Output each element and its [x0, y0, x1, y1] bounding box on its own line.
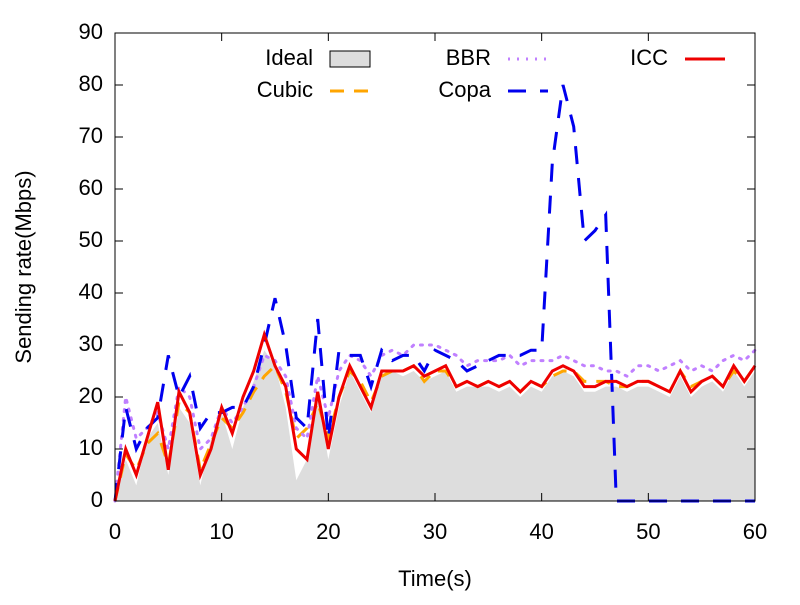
x-tick-label: 40: [529, 519, 553, 544]
y-tick-label: 70: [79, 123, 103, 148]
y-tick-label: 40: [79, 279, 103, 304]
x-tick-label: 30: [423, 519, 447, 544]
legend-label: Cubic: [257, 77, 313, 102]
y-axis-label: Sending rate(Mbps): [11, 170, 36, 363]
legend-swatch: [329, 50, 371, 68]
legend-label: Copa: [438, 77, 491, 102]
y-tick-label: 0: [91, 487, 103, 512]
legend-label: ICC: [630, 45, 668, 70]
x-axis-label: Time(s): [398, 566, 472, 591]
y-tick-label: 30: [79, 331, 103, 356]
y-tick-label: 90: [79, 19, 103, 44]
x-tick-label: 20: [316, 519, 340, 544]
x-tick-label: 10: [209, 519, 233, 544]
x-tick-label: 60: [743, 519, 767, 544]
y-tick-label: 80: [79, 71, 103, 96]
x-tick-label: 0: [109, 519, 121, 544]
y-tick-label: 60: [79, 175, 103, 200]
y-tick-label: 20: [79, 383, 103, 408]
y-tick-label: 10: [79, 435, 103, 460]
x-tick-label: 50: [636, 519, 660, 544]
y-tick-label: 50: [79, 227, 103, 252]
legend-label: Ideal: [265, 45, 313, 70]
line: [113, 329, 757, 502]
area: [115, 350, 755, 501]
legend-label: BBR: [446, 45, 491, 70]
